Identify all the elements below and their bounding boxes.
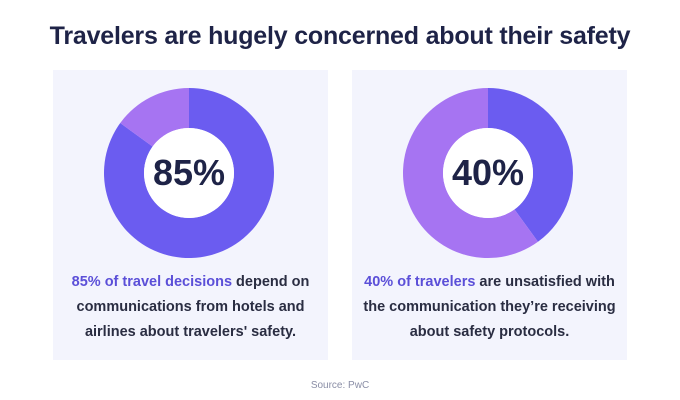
donut-hole (443, 128, 533, 218)
donut-chart-travel-decisions: 85% (104, 88, 274, 258)
stat-highlight: 85% of travel decisions (71, 274, 233, 290)
donut-slice-0 (488, 88, 573, 242)
stat-card-unsatisfied-travelers: 40% 40% of travelers are unsatisfied wit… (352, 70, 627, 360)
donut-hole (144, 128, 234, 218)
chart-title: Travelers are hugely concerned about the… (49, 22, 631, 50)
stat-highlight: 40% of travelers (364, 274, 476, 290)
stat-card-travel-decisions: 85% 85% of travel decisions depend on co… (53, 70, 328, 360)
stat-text: are unsatisfied with the communication t… (363, 274, 616, 340)
stat-text: depend on communications from hotels and… (76, 274, 310, 340)
donut-slice-1 (403, 88, 538, 258)
stat-description: 85% of travel decisions depend on commun… (63, 270, 318, 345)
donut-chart-unsatisfied-travelers: 40% (403, 88, 573, 258)
donut-svg (403, 88, 573, 258)
donut-slice-0 (104, 88, 274, 258)
donut-slice-1 (120, 88, 189, 147)
center-percent-label: 85% (152, 152, 226, 193)
source-note: Source: PwC (310, 380, 370, 391)
stat-description: 40% of travelers are unsatisfied with th… (362, 270, 617, 345)
center-percent-label: 40% (451, 152, 525, 193)
donut-svg (104, 88, 274, 258)
